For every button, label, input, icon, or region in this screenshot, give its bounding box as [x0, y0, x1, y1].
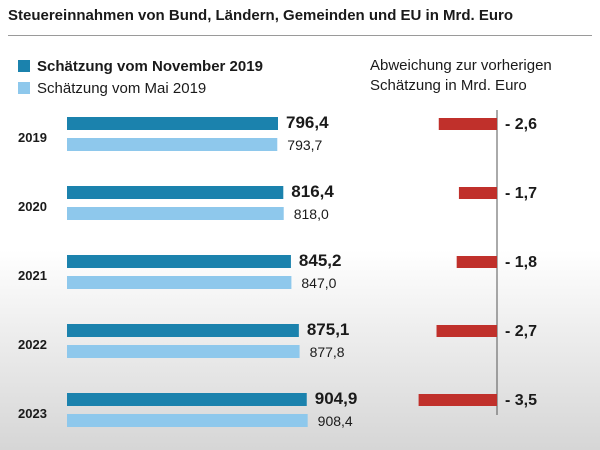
bar-previous-2020: [67, 207, 284, 220]
value-label-current-2021: 845,2: [299, 251, 342, 270]
year-label-2020: 2020: [18, 199, 47, 214]
year-label-2019: 2019: [18, 130, 47, 145]
bar-deviation-2023: [418, 394, 497, 406]
deviation-title: Abweichung zur vorherigen Schätzung in M…: [370, 56, 590, 96]
value-label-deviation-2019: - 2,6: [505, 116, 537, 133]
title-divider: [8, 35, 592, 36]
chart-title: Steuereinnahmen von Bund, Ländern, Gemei…: [8, 7, 514, 24]
deviation-title-line-1: Abweichung zur vorherigen: [370, 57, 552, 74]
bar-previous-2022: [67, 345, 300, 358]
bar-previous-2019: [67, 138, 278, 151]
bar-current-2022: [67, 324, 299, 337]
value-label-current-2019: 796,4: [286, 113, 329, 132]
bar-deviation-2020: [458, 187, 497, 199]
year-label-2022: 2022: [18, 337, 47, 352]
value-label-current-2022: 875,1: [307, 320, 350, 339]
bar-current-2021: [67, 255, 291, 268]
value-label-previous-2023: 908,4: [318, 413, 353, 429]
legend-swatch-previous: [18, 82, 30, 94]
bar-previous-2023: [67, 414, 308, 427]
legend-label-current: Schätzung vom November 2019: [37, 57, 263, 75]
value-label-deviation-2023: - 3,5: [505, 392, 537, 409]
value-label-previous-2019: 793,7: [287, 137, 322, 153]
deviation-title-line-2: Schätzung in Mrd. Euro: [370, 77, 527, 94]
bar-deviation-2021: [456, 256, 497, 268]
legend-item-previous: Schätzung vom Mai 2019: [18, 78, 206, 98]
bar-deviation-2022: [436, 325, 497, 337]
value-label-deviation-2022: - 2,7: [505, 323, 537, 340]
bar-previous-2021: [67, 276, 292, 289]
year-label-2021: 2021: [18, 268, 47, 283]
legend-item-current: Schätzung vom November 2019: [18, 56, 263, 76]
value-label-deviation-2021: - 1,8: [505, 254, 537, 271]
bar-current-2019: [67, 117, 278, 130]
value-label-current-2023: 904,9: [315, 389, 358, 408]
value-label-deviation-2020: - 1,7: [505, 185, 537, 202]
bar-deviation-2019: [438, 118, 497, 130]
bar-current-2023: [67, 393, 307, 406]
value-label-previous-2021: 847,0: [301, 275, 336, 291]
value-label-previous-2020: 818,0: [294, 206, 329, 222]
legend-swatch-current: [18, 60, 30, 72]
legend-label-previous: Schätzung vom Mai 2019: [37, 79, 207, 97]
value-label-previous-2022: 877,8: [310, 344, 345, 360]
value-label-current-2020: 816,4: [291, 182, 334, 201]
bar-current-2020: [67, 186, 284, 199]
year-label-2023: 2023: [18, 406, 47, 421]
